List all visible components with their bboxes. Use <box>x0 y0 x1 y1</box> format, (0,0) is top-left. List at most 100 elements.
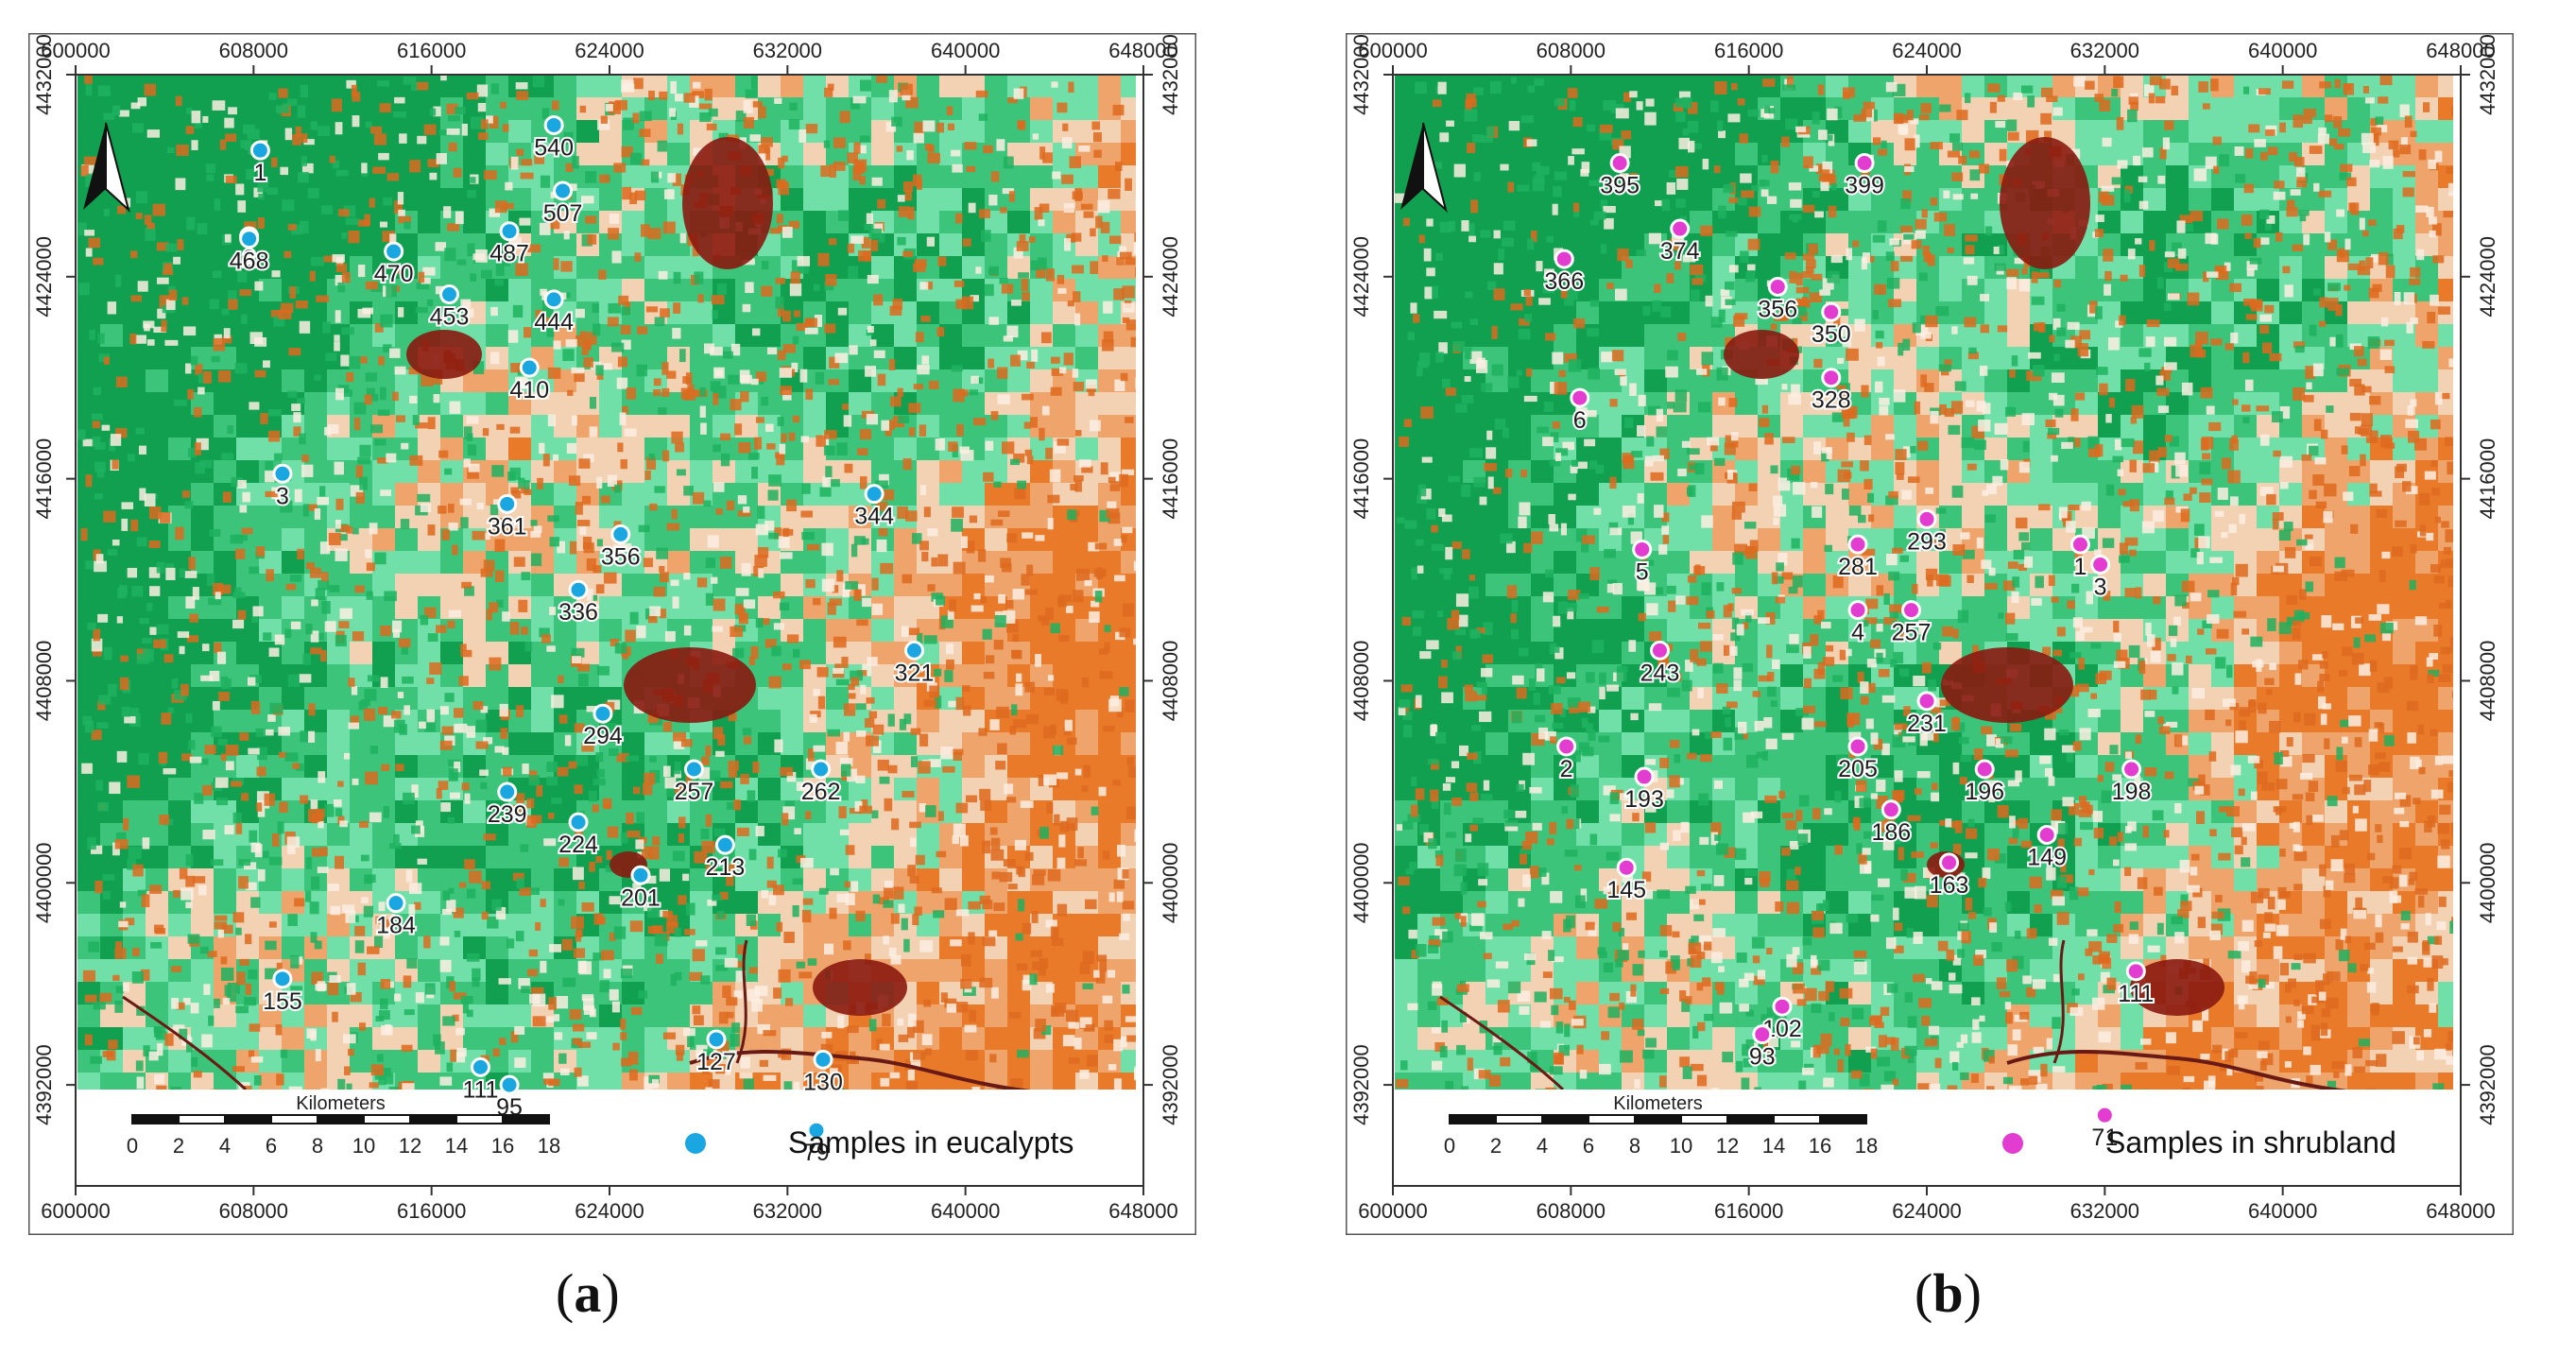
sample-point[interactable]: 145 <box>1605 857 1648 905</box>
sample-label: 293 <box>1907 528 1947 555</box>
sample-point[interactable]: 328 <box>1810 368 1853 416</box>
sample-label: 1 <box>2073 554 2087 580</box>
scale-bar-tick: 16 <box>1809 1134 1831 1158</box>
sample-point[interactable]: 1 <box>2069 534 2090 582</box>
sample-point[interactable]: 294 <box>581 703 625 751</box>
sample-point[interactable]: 127 <box>695 1029 738 1077</box>
sample-marker <box>864 484 884 505</box>
sample-point[interactable]: 507 <box>541 180 584 229</box>
sample-point[interactable]: 336 <box>557 579 600 627</box>
y-tick-label-left: 4400000 <box>1349 842 1373 923</box>
sample-point[interactable]: 257 <box>1890 600 1932 648</box>
sample-point[interactable]: 361 <box>486 493 529 541</box>
sample-point[interactable]: 6 <box>1570 387 1590 436</box>
sample-label: 350 <box>1812 321 1851 348</box>
sample-label: 294 <box>583 723 623 749</box>
sample-marker <box>519 357 540 378</box>
sample-marker <box>1916 508 1937 529</box>
sample-point[interactable]: 201 <box>619 865 662 913</box>
sample-point[interactable]: 93 <box>1747 1024 1777 1073</box>
sample-point[interactable]: 155 <box>261 969 304 1017</box>
sample-point[interactable]: 321 <box>893 640 936 688</box>
sample-point[interactable]: 257 <box>673 759 715 807</box>
sample-point[interactable]: 281 <box>1836 534 1880 582</box>
y-tick-label-left: 4424000 <box>1349 236 1373 318</box>
sample-point[interactable]: 356 <box>1756 277 1799 325</box>
sample-point[interactable]: 487 <box>488 221 531 269</box>
sample-point[interactable]: 4 <box>1847 600 1868 648</box>
caption-a: (a) <box>556 1262 620 1324</box>
sample-point[interactable]: 224 <box>557 812 600 860</box>
sample-point[interactable]: 3 <box>2090 555 2111 603</box>
sample-label: 487 <box>489 241 529 267</box>
sample-point[interactable]: 205 <box>1836 736 1880 784</box>
sample-marker <box>1847 534 1868 555</box>
sample-label: 155 <box>263 988 302 1015</box>
sample-point[interactable]: 79 <box>801 1120 832 1168</box>
sample-point[interactable]: 344 <box>852 484 896 532</box>
x-tick-label-top: 640000 <box>931 39 1000 62</box>
sample-point[interactable]: 71 <box>2089 1105 2120 1153</box>
scale-bar-tick: 18 <box>1855 1134 1878 1158</box>
sample-label: 231 <box>1907 711 1947 737</box>
sample-point[interactable]: 366 <box>1542 249 1586 297</box>
x-tick-label-bottom: 632000 <box>753 1199 822 1223</box>
sample-point[interactable]: 196 <box>1963 759 2006 807</box>
sample-point[interactable]: 111 <box>2116 961 2155 1009</box>
sample-label: 281 <box>1838 554 1878 580</box>
sample-label: 145 <box>1606 877 1646 903</box>
sample-point[interactable]: 163 <box>1928 852 1970 901</box>
x-tick-label-top: 648000 <box>1108 39 1177 62</box>
sample-marker <box>1767 277 1788 298</box>
sample-marker <box>1570 387 1590 408</box>
sample-point[interactable]: 356 <box>599 524 643 572</box>
sample-point[interactable]: 231 <box>1905 691 1949 739</box>
sample-point[interactable]: 1 <box>249 140 270 188</box>
scale-bar-tick: 0 <box>1444 1134 1455 1158</box>
y-tick-label-right: 4392000 <box>1159 1044 1182 1125</box>
sample-point[interactable]: 410 <box>507 357 551 405</box>
sample-point[interactable]: 453 <box>428 284 471 333</box>
sample-point[interactable]: 184 <box>374 893 418 941</box>
x-tick-label-bottom: 600000 <box>41 1199 110 1223</box>
sample-point[interactable]: 3 <box>272 463 293 511</box>
sample-label: 5 <box>1636 558 1649 585</box>
sample-point[interactable]: 2 <box>1556 736 1577 784</box>
sample-marker <box>1847 736 1868 757</box>
sample-point[interactable]: 468 <box>228 229 270 277</box>
sample-point[interactable]: 293 <box>1905 508 1949 557</box>
sample-point[interactable]: 243 <box>1639 640 1681 688</box>
sample-label: 344 <box>854 504 894 530</box>
sample-marker <box>2069 534 2090 555</box>
sample-marker <box>497 781 518 802</box>
sample-point[interactable]: 213 <box>704 834 747 883</box>
sample-point[interactable]: 395 <box>1598 153 1641 201</box>
x-tick-label-bottom: 648000 <box>1108 1199 1177 1223</box>
scale-bar-tick: 8 <box>1629 1134 1640 1158</box>
sample-point[interactable]: 198 <box>2110 759 2153 807</box>
sample-label: 196 <box>1965 779 2004 805</box>
sample-point[interactable]: 5 <box>1632 539 1653 587</box>
sample-point[interactable]: 111 <box>460 1056 500 1105</box>
sample-point[interactable]: 262 <box>799 759 843 807</box>
sample-label: 6 <box>1573 407 1587 434</box>
sample-point[interactable]: 399 <box>1843 153 1886 201</box>
sample-marker <box>568 579 589 600</box>
sample-marker <box>2090 555 2111 575</box>
scale-bar-tick: 14 <box>1762 1134 1785 1158</box>
sample-label: 3 <box>2094 575 2107 601</box>
sample-point[interactable]: 374 <box>1658 218 1702 266</box>
sample-marker <box>499 221 520 242</box>
sample-point[interactable]: 444 <box>532 289 575 337</box>
sample-point[interactable]: 350 <box>1810 301 1853 350</box>
sample-point[interactable]: 186 <box>1869 799 1913 848</box>
sample-point[interactable]: 540 <box>532 114 575 163</box>
sample-label: 1 <box>253 160 266 186</box>
sample-point[interactable]: 149 <box>2025 824 2069 872</box>
sample-point[interactable]: 130 <box>801 1049 845 1097</box>
sample-point[interactable]: 193 <box>1623 766 1666 815</box>
sample-point[interactable]: 470 <box>372 241 416 289</box>
sample-marker <box>1616 857 1637 878</box>
sample-point[interactable]: 239 <box>486 781 529 830</box>
